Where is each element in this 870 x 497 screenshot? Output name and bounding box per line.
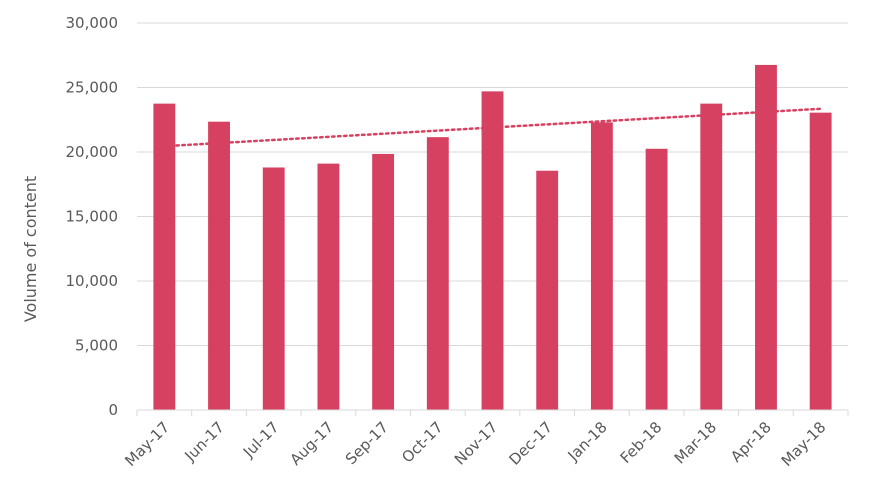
bar <box>317 163 340 410</box>
x-tick-label: Dec-17 <box>505 418 556 469</box>
x-tick-label: Jul-17 <box>239 418 283 462</box>
x-tick-label: Apr-18 <box>727 418 775 466</box>
y-tick-label: 20,000 <box>66 143 119 161</box>
y-tick-label: 10,000 <box>66 272 119 290</box>
bar <box>426 137 449 411</box>
x-axis-tick-labels: May-17 Jun-17 Jul-17 Aug-17 Sep-17 Oct-17 Nov-… <box>121 418 829 470</box>
y-axis-title: Volume of content <box>21 176 40 322</box>
bar <box>208 121 230 410</box>
bars <box>153 64 832 411</box>
trendline <box>163 107 822 148</box>
x-tick-label: Aug-17 <box>286 418 337 469</box>
bar <box>755 64 777 411</box>
bar <box>700 103 723 410</box>
x-tick-label: Oct-17 <box>398 418 446 466</box>
bar <box>372 153 395 410</box>
bar <box>645 148 668 410</box>
y-tick-label: 25,000 <box>66 79 119 97</box>
x-tick-label: Jun-17 <box>181 418 228 465</box>
x-tick-label: Feb-18 <box>617 418 666 467</box>
x-tick-label: May-18 <box>778 418 830 470</box>
x-tick-label: Nov-17 <box>451 418 501 468</box>
bar <box>262 167 285 410</box>
x-axis-tick-marks <box>136 410 849 416</box>
bar <box>536 170 559 410</box>
y-tick-label: 5,000 <box>75 337 118 355</box>
x-tick-label: Sep-17 <box>342 418 392 468</box>
y-axis-tick-labels: 0 5,000 10,000 15,000 20,000 25,000 30,000 <box>66 14 119 419</box>
x-tick-label: Mar-18 <box>671 418 720 467</box>
y-tick-label: 30,000 <box>66 14 119 32</box>
bar <box>153 103 176 410</box>
bar <box>481 91 504 411</box>
x-tick-label: May-17 <box>121 418 173 470</box>
x-tick-label: Jan-18 <box>564 418 611 465</box>
bar <box>590 122 613 410</box>
bar <box>809 112 832 410</box>
y-tick-label: 15,000 <box>66 208 119 226</box>
y-tick-label: 0 <box>108 401 118 419</box>
